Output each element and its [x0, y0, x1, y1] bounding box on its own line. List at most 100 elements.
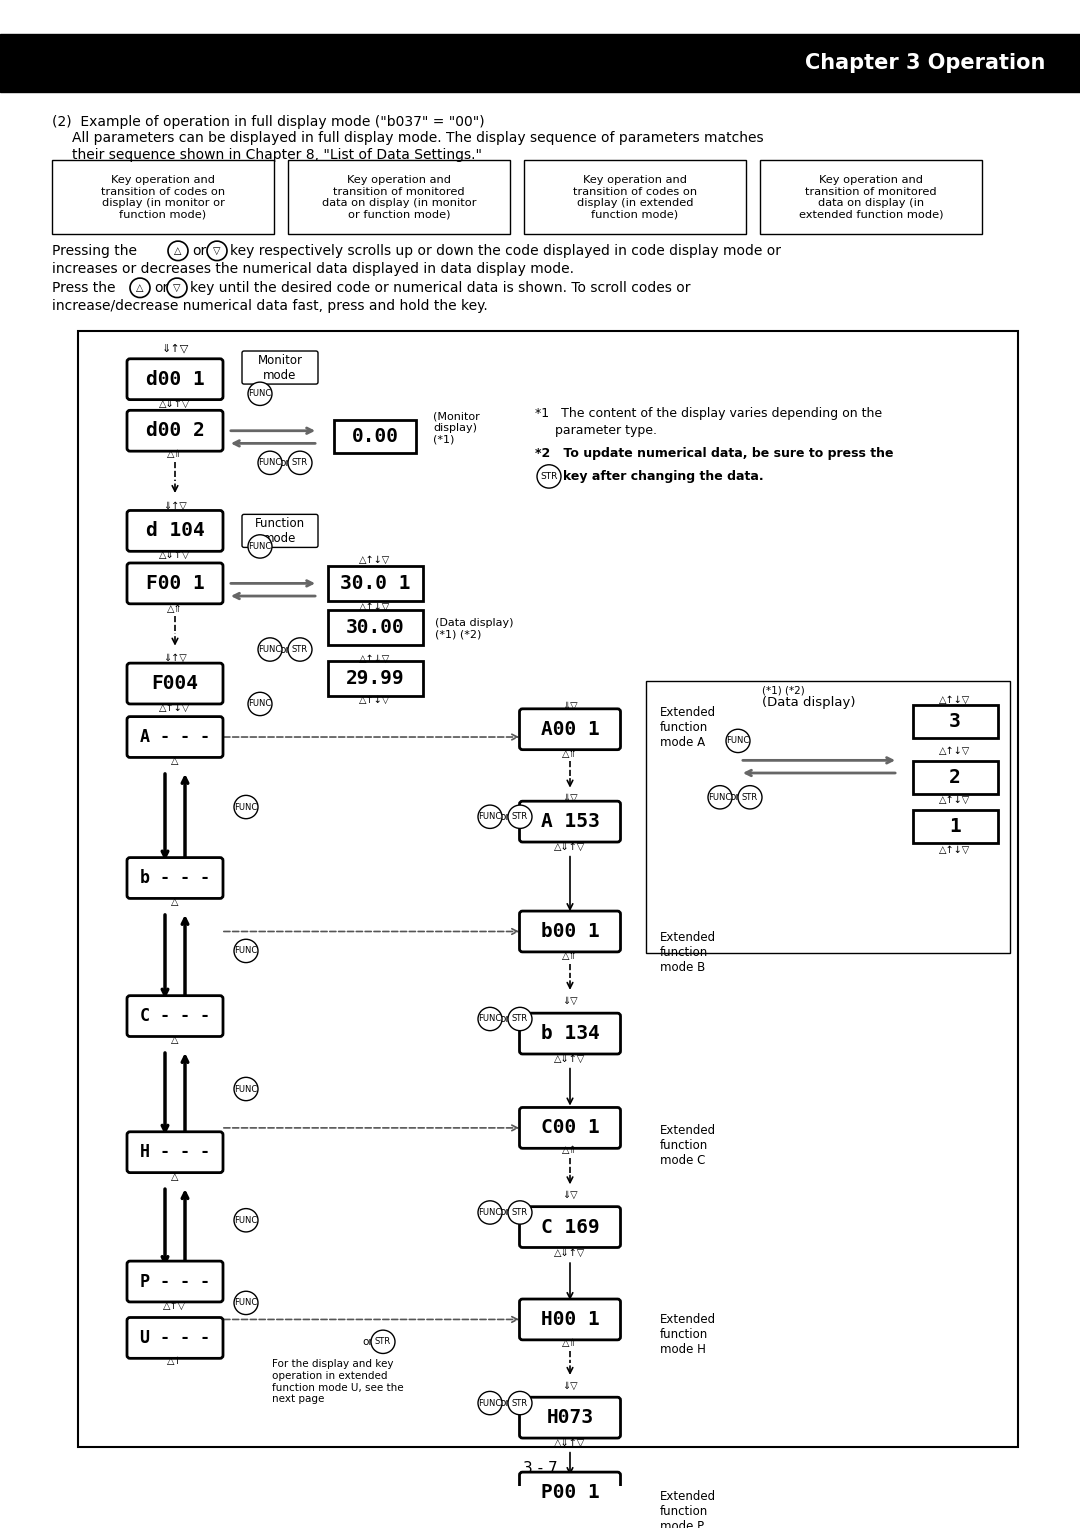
FancyBboxPatch shape — [519, 1299, 621, 1340]
Text: FUNC: FUNC — [234, 946, 258, 955]
Text: Chapter 3 Operation: Chapter 3 Operation — [805, 53, 1045, 73]
Text: ⇓▽: ⇓▽ — [563, 1381, 578, 1390]
Circle shape — [248, 382, 272, 405]
Text: △: △ — [172, 756, 179, 767]
FancyBboxPatch shape — [519, 709, 621, 750]
Text: FUNC: FUNC — [478, 1398, 501, 1407]
Text: △: △ — [172, 1036, 179, 1045]
Text: Key operation and
transition of codes on
display (in extended
function mode): Key operation and transition of codes on… — [572, 176, 697, 220]
Text: increases or decreases the numerical data displayed in data display mode.: increases or decreases the numerical dat… — [52, 263, 573, 277]
Text: ⇓↑▽: ⇓↑▽ — [163, 654, 187, 663]
Text: FUNC: FUNC — [248, 700, 272, 709]
Bar — [327, 565, 422, 601]
Text: STR: STR — [292, 458, 308, 468]
Circle shape — [372, 1331, 395, 1354]
Text: FUNC: FUNC — [258, 458, 282, 468]
FancyBboxPatch shape — [519, 1207, 621, 1247]
Text: Pressing the: Pressing the — [52, 244, 137, 258]
Bar — [334, 420, 416, 454]
Text: △⇓↑▽: △⇓↑▽ — [554, 1438, 585, 1449]
Text: FUNC: FUNC — [478, 1015, 501, 1024]
FancyBboxPatch shape — [127, 359, 222, 400]
Text: △⇑: △⇑ — [563, 1339, 578, 1348]
Text: △⇓↑▽: △⇓↑▽ — [554, 1054, 585, 1063]
Text: Key operation and
transition of monitored
data on display (in
extended function : Key operation and transition of monitore… — [799, 176, 943, 220]
Bar — [52, 160, 274, 234]
Text: FUNC: FUNC — [248, 390, 272, 399]
Bar — [760, 160, 982, 234]
Text: or: or — [192, 244, 206, 258]
Circle shape — [234, 796, 258, 819]
Text: b 134: b 134 — [541, 1024, 599, 1044]
FancyBboxPatch shape — [127, 663, 222, 704]
Circle shape — [478, 805, 502, 828]
Text: Monitor
mode: Monitor mode — [257, 353, 302, 382]
Text: C00 1: C00 1 — [541, 1118, 599, 1137]
Text: △: △ — [174, 246, 181, 255]
Text: FUNC: FUNC — [234, 1216, 258, 1225]
Text: ⇓↑▽: ⇓↑▽ — [161, 344, 189, 353]
Text: H073: H073 — [546, 1409, 594, 1427]
Text: P00 1: P00 1 — [541, 1484, 599, 1502]
Bar — [78, 330, 1018, 1447]
Circle shape — [508, 1392, 532, 1415]
Text: d 104: d 104 — [146, 521, 204, 541]
Circle shape — [234, 1209, 258, 1232]
Text: *2   To update numerical data, be sure to press the: *2 To update numerical data, be sure to … — [535, 446, 893, 460]
Text: △⇑: △⇑ — [563, 749, 578, 758]
FancyBboxPatch shape — [127, 857, 222, 898]
Text: FUNC: FUNC — [234, 1085, 258, 1094]
Text: their sequence shown in Chapter 8, "List of Data Settings.": their sequence shown in Chapter 8, "List… — [72, 148, 482, 162]
Text: STR: STR — [292, 645, 308, 654]
Text: △: △ — [172, 897, 179, 908]
Circle shape — [537, 465, 561, 487]
Text: or: or — [730, 793, 741, 802]
Text: F00 1: F00 1 — [146, 575, 204, 593]
Circle shape — [234, 940, 258, 963]
Text: (Data display)
(*1) (*2): (Data display) (*1) (*2) — [435, 619, 513, 640]
Bar — [646, 680, 1010, 953]
Bar — [913, 761, 998, 795]
Text: STR: STR — [540, 472, 557, 481]
Circle shape — [508, 1201, 532, 1224]
Bar — [327, 662, 422, 697]
Text: △⇑: △⇑ — [563, 950, 578, 961]
Text: ⇓▽: ⇓▽ — [563, 1190, 578, 1199]
Text: STR: STR — [512, 1015, 528, 1024]
Text: △↑↓▽: △↑↓▽ — [360, 602, 391, 611]
Text: 1: 1 — [949, 817, 961, 836]
FancyBboxPatch shape — [242, 351, 318, 384]
FancyBboxPatch shape — [127, 510, 222, 552]
Text: H - - -: H - - - — [140, 1143, 210, 1161]
Text: STR: STR — [742, 793, 758, 802]
Text: FUNC: FUNC — [248, 542, 272, 552]
Text: or: or — [280, 645, 291, 654]
Text: 30.00: 30.00 — [346, 617, 404, 637]
Text: FUNC: FUNC — [478, 813, 501, 821]
Text: ▽: ▽ — [173, 283, 180, 293]
Text: 29.99: 29.99 — [346, 669, 404, 688]
Text: △⇑: △⇑ — [167, 604, 183, 614]
FancyBboxPatch shape — [127, 562, 222, 604]
Text: 3 - 7: 3 - 7 — [523, 1461, 557, 1476]
Circle shape — [726, 729, 750, 753]
Circle shape — [288, 451, 312, 475]
Text: △: △ — [172, 1172, 179, 1181]
Bar — [0, 34, 1080, 92]
Text: STR: STR — [512, 1209, 528, 1216]
Text: △↑: △↑ — [167, 1357, 183, 1366]
Text: increase/decrease numerical data fast, press and hold the key.: increase/decrease numerical data fast, p… — [52, 299, 488, 313]
Circle shape — [478, 1392, 502, 1415]
Text: ⇓▽: ⇓▽ — [563, 701, 578, 711]
Text: Extended
function
mode P: Extended function mode P — [660, 1490, 716, 1528]
Text: C 169: C 169 — [541, 1218, 599, 1236]
Text: Extended
function
mode A: Extended function mode A — [660, 706, 716, 749]
Text: FUNC: FUNC — [478, 1209, 501, 1216]
Text: A 153: A 153 — [541, 811, 599, 831]
FancyBboxPatch shape — [519, 1108, 621, 1149]
FancyBboxPatch shape — [242, 515, 318, 547]
Circle shape — [478, 1007, 502, 1031]
Text: STR: STR — [512, 1398, 528, 1407]
FancyBboxPatch shape — [519, 911, 621, 952]
Text: FUNC: FUNC — [234, 1299, 258, 1308]
